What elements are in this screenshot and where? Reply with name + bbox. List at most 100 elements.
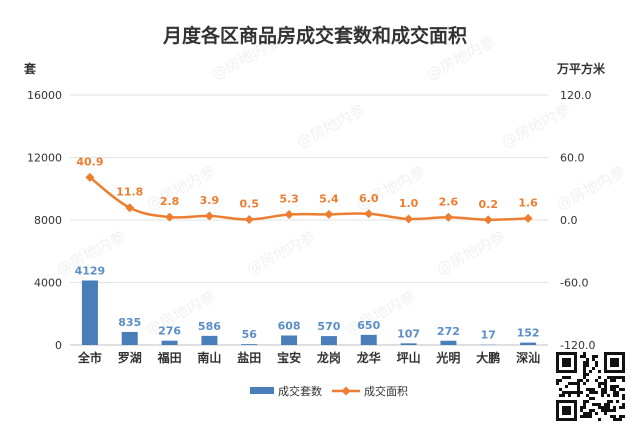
qr-module (622, 394, 625, 397)
watermark-text: @房地内参 (293, 100, 368, 151)
qr-module (559, 388, 562, 391)
qr-module (577, 385, 580, 388)
qr-module (616, 394, 619, 397)
y-left-tick-label: 0 (55, 339, 62, 352)
bar-data-label: 17 (481, 329, 496, 342)
qr-module (577, 391, 580, 394)
qr-module (604, 406, 607, 409)
bar-福田 (162, 341, 178, 345)
bar-南山 (201, 336, 217, 345)
x-category-label: 大鹏 (476, 350, 500, 365)
qr-module (562, 391, 565, 394)
watermark-text: @房地内参 (433, 227, 508, 278)
qr-module (562, 394, 565, 397)
qr-code (554, 350, 627, 423)
line-data-label: 0.2 (479, 198, 499, 211)
bar-data-label: 608 (278, 320, 301, 333)
qr-module (565, 385, 568, 388)
qr-module (613, 406, 616, 409)
qr-module (613, 409, 616, 412)
qr-module (604, 385, 607, 388)
qr-module (610, 385, 613, 388)
bar-data-label: 835 (118, 316, 141, 329)
qr-module (622, 397, 625, 400)
qr-module (601, 391, 604, 394)
qr-module (613, 376, 616, 379)
qr-module (583, 415, 586, 418)
qr-module (583, 352, 586, 355)
qr-module (583, 364, 586, 367)
qr-module (598, 403, 601, 406)
qr-finder-core (562, 358, 571, 367)
qr-module (583, 373, 586, 376)
qr-module (601, 406, 604, 409)
line-data-label: 2.6 (439, 195, 459, 208)
qr-module (580, 379, 583, 382)
bar-data-label: 4129 (75, 264, 106, 277)
qr-module (583, 406, 586, 409)
qr-module (613, 379, 616, 382)
bar-data-label: 272 (437, 325, 460, 338)
qr-module (580, 391, 583, 394)
line-data-label: 3.9 (200, 194, 220, 207)
qr-module (607, 409, 610, 412)
qr-module (616, 376, 619, 379)
qr-module (589, 397, 592, 400)
y-axis-right-label: 万平方米 (556, 61, 606, 76)
qr-module (619, 418, 622, 421)
line-point-深汕 (524, 214, 533, 223)
x-axis-categories: 全市罗湖福田南山盐田宝安龙岗龙华坪山光明大鹏深汕 (77, 350, 540, 365)
qr-module (586, 364, 589, 367)
line-data-label: 1.0 (399, 197, 419, 210)
qr-module (613, 394, 616, 397)
qr-module (556, 379, 559, 382)
x-category-label: 盐田 (237, 350, 261, 365)
qr-module (583, 412, 586, 415)
qr-module (586, 388, 589, 391)
qr-module (556, 382, 559, 385)
x-category-label: 光明 (435, 350, 460, 365)
qr-module (595, 403, 598, 406)
qr-module (592, 367, 595, 370)
qr-module (592, 397, 595, 400)
qr-module (589, 409, 592, 412)
qr-module (610, 379, 613, 382)
qr-module (604, 391, 607, 394)
y-axis-left-label: 套 (23, 61, 37, 76)
x-category-label: 宝安 (277, 350, 301, 365)
x-category-label: 龙岗 (317, 350, 341, 365)
qr-module (613, 418, 616, 421)
qr-module (604, 379, 607, 382)
qr-module (571, 391, 574, 394)
qr-module (592, 409, 595, 412)
line-data-label: 11.8 (116, 186, 143, 199)
line-data-label: 5.4 (319, 192, 339, 205)
bar-龙华 (361, 335, 377, 345)
watermark-text: @房地内参 (243, 227, 318, 278)
qr-module (601, 409, 604, 412)
qr-module (604, 382, 607, 385)
qr-module (583, 370, 586, 373)
qr-module (613, 415, 616, 418)
bar-data-label: 276 (158, 325, 181, 338)
legend-swatch-bar (250, 387, 274, 394)
qr-module (583, 376, 586, 379)
qr-module (574, 382, 577, 385)
bar-盐田 (241, 344, 257, 345)
qr-finder-core (562, 406, 571, 415)
qr-module (601, 388, 604, 391)
line-data-label: 5.3 (279, 192, 299, 205)
bar-data-label: 586 (198, 320, 221, 333)
qr-module (592, 391, 595, 394)
x-category-label: 南山 (197, 350, 221, 365)
qr-module (580, 415, 583, 418)
line-point-盐田 (245, 215, 254, 224)
x-category-label: 坪山 (397, 350, 421, 365)
legend-label-line: 成交面积 (364, 384, 408, 398)
qr-module (580, 406, 583, 409)
qr-module (610, 400, 613, 403)
qr-module (595, 361, 598, 364)
qr-module (607, 403, 610, 406)
